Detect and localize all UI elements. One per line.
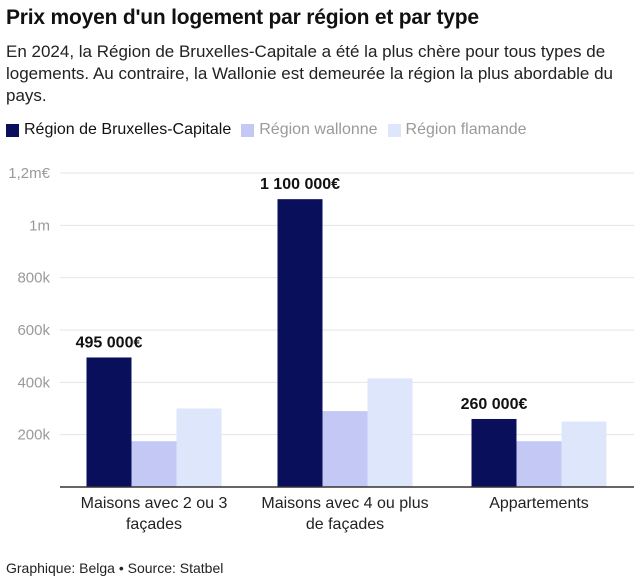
data-label-1: 1 100 000€ xyxy=(260,176,340,193)
y-tick-label-1: 400k xyxy=(17,374,50,391)
bar-wallonne-1 xyxy=(322,411,368,487)
data-label-0: 495 000€ xyxy=(76,334,143,351)
bar-flamande-2 xyxy=(561,421,607,487)
chart-subtitle: En 2024, la Région de Bruxelles-Capitale… xyxy=(6,42,614,105)
y-tick-label-5: 1,2m€ xyxy=(8,165,50,182)
x-category-label-line: Appartements xyxy=(489,495,589,512)
legend-swatch-flamande xyxy=(387,123,401,137)
x-category-label-1: Maisons avec 4 ou plus de façades xyxy=(261,495,428,533)
bar-flamande-0 xyxy=(176,408,222,487)
bar-bruxelles-0 xyxy=(86,357,132,487)
y-tick-label-2: 600k xyxy=(17,322,50,339)
x-category-label-line: façades xyxy=(126,516,182,533)
bar-bruxelles-2 xyxy=(471,418,517,487)
chart-title: Prix moyen d'un logement par région et p… xyxy=(6,6,479,29)
legend-label-flamande: Région flamande xyxy=(405,121,527,138)
legend-label-bruxelles: Région de Bruxelles-Capitale xyxy=(24,121,232,138)
x-category-label-line: Maisons avec 4 ou plus xyxy=(261,495,428,512)
legend-item-bruxelles[interactable]: Région de Bruxelles-Capitale xyxy=(6,121,231,139)
y-tick-label-0: 200k xyxy=(17,427,50,444)
legend-item-wallonne[interactable]: Région wallonne xyxy=(241,121,378,139)
y-tick-label-4: 1m xyxy=(29,217,50,234)
bar-wallonne-2 xyxy=(516,441,562,487)
bar-bruxelles-1 xyxy=(277,199,323,487)
data-label-2: 260 000€ xyxy=(461,396,528,413)
legend-label-wallonne: Région wallonne xyxy=(259,121,378,138)
legend: Région de Bruxelles-Capitale Région wall… xyxy=(6,121,537,139)
legend-swatch-wallonne xyxy=(241,123,255,137)
legend-item-flamande[interactable]: Région flamande xyxy=(387,121,527,139)
x-category-label-line: Maisons avec 2 ou 3 xyxy=(81,495,228,512)
bar-wallonne-0 xyxy=(131,441,177,487)
x-category-label-0: Maisons avec 2 ou 3 façades xyxy=(81,495,228,533)
x-category-label-line: de façades xyxy=(306,516,384,533)
legend-swatch-bruxelles xyxy=(6,123,19,137)
y-tick-label-3: 800k xyxy=(17,270,50,287)
bar-flamande-1 xyxy=(367,378,413,487)
footer-credit: Graphique: Belga • Source: Statbel xyxy=(6,560,224,576)
x-category-label-2: Appartements xyxy=(489,495,589,512)
